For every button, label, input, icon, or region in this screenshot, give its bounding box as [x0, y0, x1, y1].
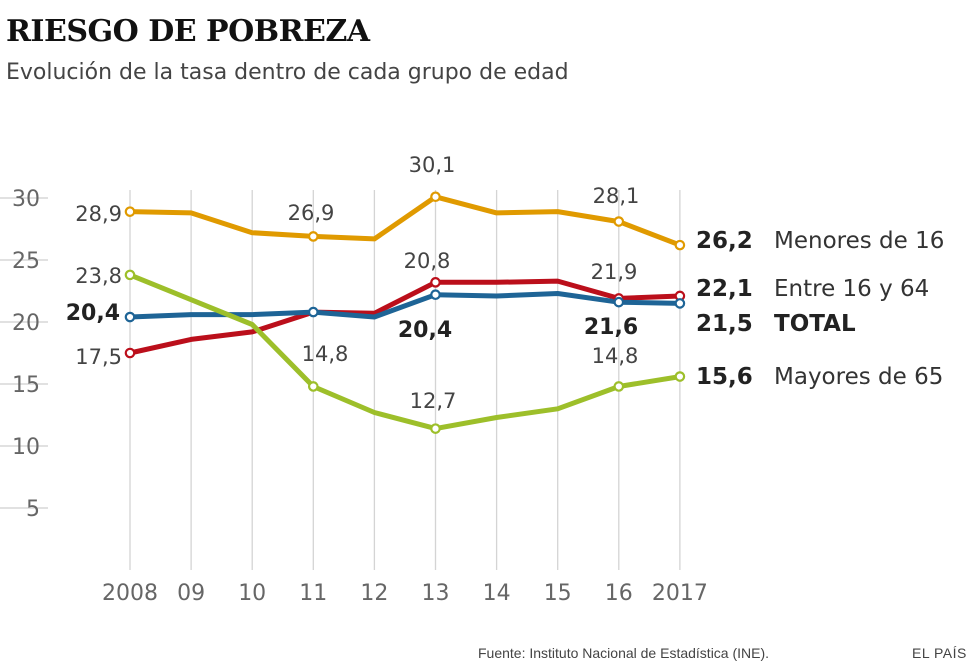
brand-logo: EL PAÍS: [912, 645, 967, 661]
data-label-series-3-0: 23,8: [75, 264, 122, 288]
data-label-series-3-1: 14,8: [302, 342, 349, 366]
data-labels: 28,9 26,9 30,1 28,1 17,5 20,8 21,9 20,4 20,4 21,6…: [66, 153, 640, 413]
series-markers: [124, 191, 686, 434]
series-0-point-13: [430, 191, 441, 203]
x-tick-label-13: 13: [422, 581, 450, 606]
data-label-series-2-1: 20,4: [398, 318, 452, 343]
legend-name-2: TOTAL: [774, 311, 856, 337]
data-label-series-2-0: 20,4: [66, 301, 120, 326]
series-3-point-13: [430, 423, 441, 434]
series-2-point-11: [307, 306, 319, 318]
x-tick-label-11: 11: [299, 581, 327, 606]
y-tick-label-10: 10: [12, 435, 40, 460]
x-tick-label-15: 15: [544, 581, 572, 606]
series-lines: [127, 194, 683, 432]
series-1-point-2008: [124, 347, 136, 359]
series-2-point-2008: [124, 311, 136, 323]
legend-name-0: Menores de 16: [774, 228, 944, 254]
y-tick-label-5: 5: [26, 497, 40, 522]
data-label-series-1-0: 17,5: [75, 345, 122, 369]
chart-subtitle: Evolución de la tasa dentro de cada grup…: [6, 60, 569, 85]
legend-value-3: 15,6: [696, 364, 753, 390]
x-tick-label-14: 14: [483, 581, 511, 606]
series-0-point-11: [307, 231, 319, 242]
data-label-series-1-1: 20,8: [404, 249, 451, 273]
series-3-point-2008: [124, 269, 136, 281]
x-tick-label-2017: 2017: [652, 581, 708, 606]
data-label-series-0-3: 28,1: [593, 184, 640, 208]
series-3-point-2017: [674, 371, 686, 382]
series-0-point-2008: [124, 206, 136, 217]
series-line-1: [127, 278, 683, 356]
legend-value-1: 22,1: [696, 276, 753, 302]
y-tick-label-15: 15: [12, 373, 40, 398]
y-tick-label-30: 30: [12, 187, 40, 212]
data-label-series-1-2: 21,9: [591, 260, 638, 284]
series-3-point-16: [613, 381, 625, 392]
chart-title: RIESGO DE POBREZA: [6, 14, 370, 49]
series-0-point-16: [613, 216, 625, 227]
x-tick-label-16: 16: [605, 581, 633, 606]
grid: 5 10 15 20 25 30 2008 09 10 11 12 13 14 15 16 2017: [0, 187, 708, 606]
series-line-0: [127, 194, 683, 248]
y-tick-label-20: 20: [12, 311, 40, 336]
series-2-point-13: [430, 289, 441, 301]
series-0-point-2017: [674, 239, 686, 251]
data-label-series-0-2: 30,1: [409, 153, 456, 177]
y-tick-label-25: 25: [12, 249, 40, 274]
legend-name-3: Mayores de 65: [774, 364, 943, 390]
source-note: Fuente: Instituto Nacional de Estadístic…: [478, 645, 770, 661]
legend-value-2: 21,5: [696, 311, 753, 337]
series-1-point-13: [430, 277, 441, 288]
legend: 26,2 Menores de 16 22,1 Entre 16 y 64 21,5 TO…: [696, 228, 944, 390]
x-tick-label-09: 09: [177, 581, 205, 606]
data-label-series-0-0: 28,9: [75, 202, 122, 226]
x-tick-label-2008: 2008: [102, 581, 158, 606]
series-2-point-16: [613, 296, 625, 308]
series-2-point-2017: [674, 298, 686, 309]
data-label-series-0-1: 26,9: [288, 201, 335, 225]
series-line-3: [127, 272, 683, 432]
data-label-series-3-3: 14,8: [592, 344, 639, 368]
x-tick-label-12: 12: [360, 581, 388, 606]
series-3-point-11: [307, 381, 319, 392]
data-label-series-2-2: 21,6: [584, 315, 638, 340]
legend-name-1: Entre 16 y 64: [774, 276, 929, 302]
legend-value-0: 26,2: [696, 228, 753, 254]
data-label-series-3-2: 12,7: [410, 389, 457, 413]
x-tick-label-10: 10: [238, 581, 266, 606]
